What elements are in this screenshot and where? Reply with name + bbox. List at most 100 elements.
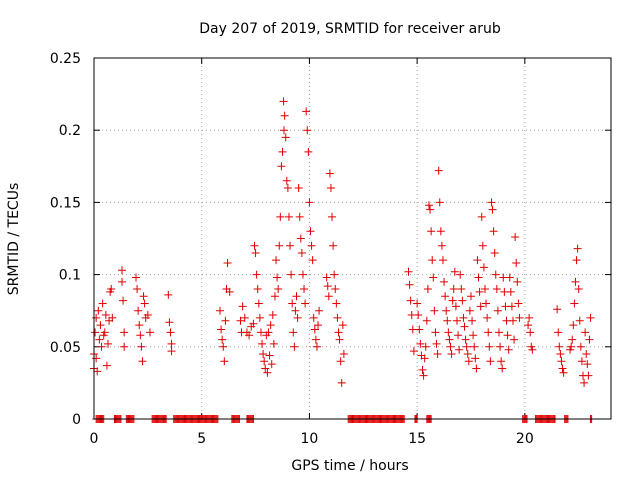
- data-point: [480, 285, 489, 294]
- data-point: [302, 107, 311, 116]
- data-point: [309, 313, 318, 322]
- data-point: [436, 227, 445, 236]
- data-point: [279, 126, 288, 135]
- data-point: [473, 256, 482, 265]
- data-point: [165, 318, 174, 327]
- data-point: [270, 292, 279, 301]
- data-point: [424, 201, 433, 210]
- data-point: [236, 316, 245, 325]
- data-point: [287, 270, 296, 279]
- data-point: [268, 311, 277, 320]
- data-point: [278, 147, 287, 156]
- data-point: [479, 263, 488, 272]
- data-point: [503, 331, 512, 340]
- grid-lines: [94, 58, 611, 419]
- data-point: [569, 321, 578, 330]
- data-point: [306, 227, 315, 236]
- data-point: [553, 305, 562, 314]
- x-tick-label: 10: [301, 431, 319, 447]
- data-point: [420, 354, 429, 363]
- data-point: [118, 266, 127, 275]
- data-point: [218, 335, 227, 344]
- data-point: [483, 313, 492, 322]
- data-point: [576, 342, 585, 351]
- data-point: [102, 361, 111, 370]
- y-tick-label: 0.05: [50, 340, 81, 356]
- data-point: [311, 335, 320, 344]
- data-point: [524, 321, 533, 330]
- axis-ticks: [93, 57, 611, 420]
- data-point: [515, 313, 524, 322]
- data-point: [567, 342, 576, 351]
- data-point: [133, 285, 142, 294]
- data-point: [575, 316, 584, 325]
- data-point: [449, 285, 458, 294]
- data-point: [423, 285, 432, 294]
- data-point: [514, 299, 523, 308]
- data-point: [277, 162, 286, 171]
- data-point: [568, 335, 577, 344]
- data-point: [314, 321, 323, 330]
- data-point: [284, 212, 293, 221]
- data-point: [463, 350, 472, 359]
- data-point: [101, 311, 110, 320]
- data-point: [290, 342, 299, 351]
- data-point: [322, 273, 331, 282]
- data-point: [469, 331, 478, 340]
- data-point: [442, 306, 451, 315]
- data-point: [300, 285, 309, 294]
- data-point: [580, 378, 589, 387]
- x-axis-label: GPS time / hours: [291, 458, 408, 474]
- data-point: [275, 241, 284, 250]
- data-point: [119, 296, 128, 305]
- data-point: [492, 285, 501, 294]
- data-point: [415, 325, 424, 334]
- data-point: [91, 328, 100, 337]
- data-point: [468, 316, 477, 325]
- x-tick-label: 5: [197, 431, 206, 447]
- data-point: [258, 339, 267, 348]
- data-point: [470, 342, 479, 351]
- data-point: [120, 328, 129, 337]
- data-points: [90, 97, 596, 423]
- data-point: [104, 339, 113, 348]
- data-point: [273, 273, 282, 282]
- data-point: [450, 267, 459, 276]
- data-point: [554, 328, 563, 337]
- data-point: [323, 282, 332, 291]
- data-point: [485, 342, 494, 351]
- data-point: [498, 364, 507, 373]
- y-tick-label: 0.15: [50, 195, 81, 211]
- data-point: [434, 166, 443, 175]
- data-point: [331, 285, 340, 294]
- data-point: [298, 270, 307, 279]
- data-point: [329, 241, 338, 250]
- data-point: [585, 335, 594, 344]
- data-point: [409, 347, 418, 356]
- data-point: [134, 306, 143, 315]
- data-point: [466, 292, 475, 301]
- data-point: [507, 302, 516, 311]
- data-point: [505, 273, 514, 282]
- data-point: [269, 339, 278, 348]
- data-point: [486, 357, 495, 366]
- data-point: [477, 212, 486, 221]
- data-point: [100, 328, 109, 337]
- data-point: [164, 290, 173, 299]
- data-point: [491, 270, 500, 279]
- y-tick-label: 0.2: [59, 123, 81, 139]
- data-point: [427, 227, 436, 236]
- data-point: [281, 133, 290, 142]
- data-point: [253, 285, 262, 294]
- data-point: [558, 364, 567, 373]
- data-point: [559, 368, 568, 377]
- y-tick-label: 0.25: [50, 51, 81, 67]
- data-point: [167, 347, 176, 356]
- data-point: [138, 357, 147, 366]
- data-point: [280, 111, 289, 120]
- data-point: [493, 306, 502, 315]
- data-point: [305, 198, 314, 207]
- data-point: [93, 367, 102, 376]
- data-point: [310, 325, 319, 334]
